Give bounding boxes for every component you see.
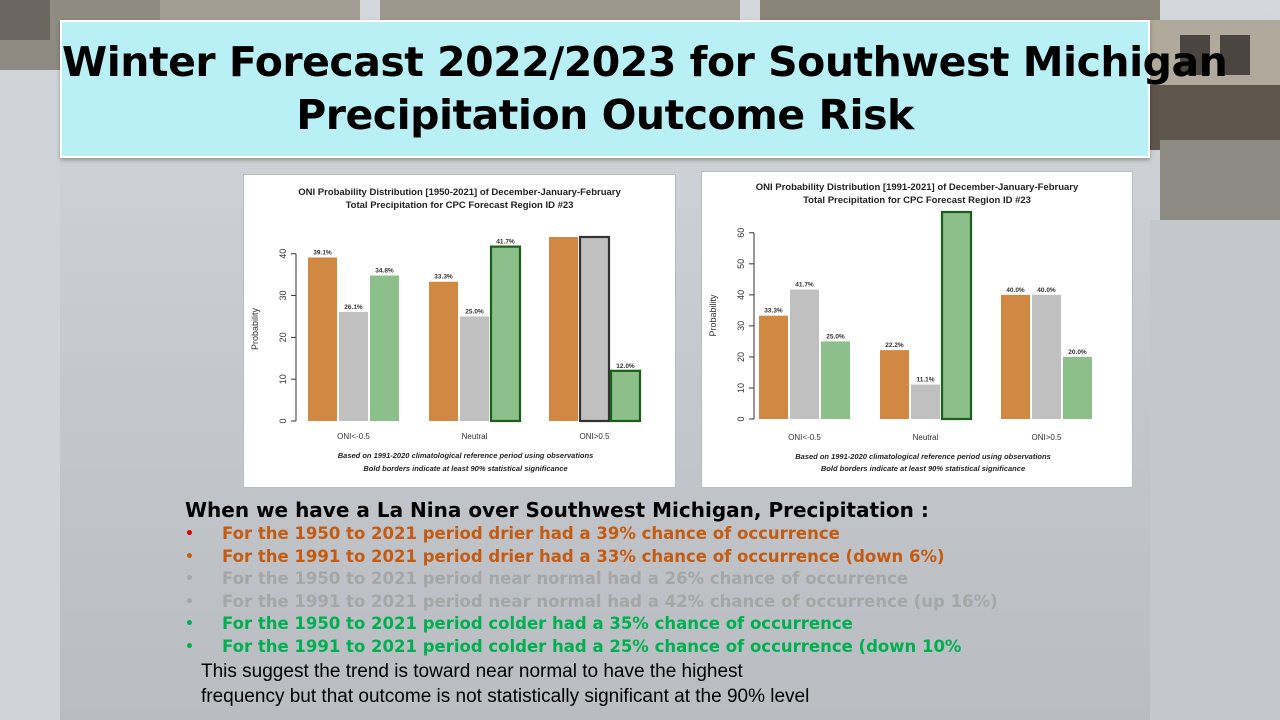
chart-title-line: Total Precipitation for CPC Forecast Reg… xyxy=(803,195,1031,206)
chart-bar xyxy=(549,237,578,421)
chart-bar xyxy=(911,384,940,419)
bullet-item: • For the 1950 to 2021 period near normal… xyxy=(185,568,1245,591)
chart-bar xyxy=(940,210,973,421)
chart-note: Based on 1991-2020 climatological refere… xyxy=(795,452,1051,461)
bullet-text: For the 1950 to 2021 period near normal … xyxy=(222,569,909,589)
analysis-text: When we have a La Nina over Southwest Mi… xyxy=(185,498,1245,709)
y-tick-label: 30 xyxy=(736,321,746,331)
y-axis-label: Probability xyxy=(708,294,718,337)
bullet-item: • For the 1950 to 2021 period colder had … xyxy=(185,613,1245,636)
bullet-dot-icon: • xyxy=(185,616,194,633)
chart-title-line: ONI Probability Distribution [1991-2021]… xyxy=(756,182,1079,193)
chart-bar xyxy=(429,281,458,421)
chart-bar xyxy=(1032,294,1061,419)
bar-value-label: 25.0% xyxy=(826,333,845,340)
bullet-dot-icon: • xyxy=(185,571,194,588)
bar-value-label: 40.0% xyxy=(1006,287,1025,294)
bullet-dot-icon: • xyxy=(185,526,194,542)
bar-value-label: 39.1% xyxy=(313,249,332,256)
x-category-label: Neutral xyxy=(462,432,488,441)
y-tick-label: 40 xyxy=(278,249,288,259)
x-category-label: ONI>0.5 xyxy=(1031,433,1062,442)
chart-bar xyxy=(790,289,819,419)
chart-bar xyxy=(578,235,611,423)
bar-value-label: 25.0% xyxy=(465,308,484,315)
chart-bar xyxy=(609,369,642,423)
bullet-text: For the 1991 to 2021 period near normal … xyxy=(222,591,998,611)
summary-line-1: This suggest the trend is toward near no… xyxy=(201,660,743,682)
chart-bar xyxy=(460,316,489,421)
chart-bar xyxy=(1063,356,1092,419)
title-banner: Winter Forecast 2022/2023 for Southwest … xyxy=(60,20,1228,158)
bar-value-label: 33.3% xyxy=(434,274,453,281)
x-category-label: ONI<-0.5 xyxy=(337,432,370,441)
title-line-1: Winter Forecast 2022/2023 for Southwest … xyxy=(62,38,1228,86)
chart-bar xyxy=(759,315,788,419)
x-category-label: ONI>0.5 xyxy=(579,432,610,441)
bullet-item: • For the 1991 to 2021 period near normal… xyxy=(185,591,1245,614)
y-tick-label: 10 xyxy=(278,374,288,384)
y-tick-label: 50 xyxy=(736,259,746,269)
y-tick-label: 10 xyxy=(736,383,746,393)
bar-value-label: 34.8% xyxy=(375,267,394,274)
bullet-item: • For the 1950 to 2021 period drier had a… xyxy=(185,523,1245,546)
bullet-text: For the 1991 to 2021 period drier had a … xyxy=(222,546,945,566)
bar-value-label: 11.1% xyxy=(916,377,934,384)
analysis-heading: When we have a La Nina over Southwest Mi… xyxy=(185,498,929,522)
chart-note: Based on 1991-2020 climatological refere… xyxy=(338,451,594,460)
chart-title-line: Total Precipitation for CPC Forecast Reg… xyxy=(346,200,574,211)
x-category-label: ONI<-0.5 xyxy=(788,433,821,442)
bar-value-label: 41.7% xyxy=(496,239,515,246)
y-tick-label: 60 xyxy=(736,228,746,238)
y-tick-label: 40 xyxy=(736,290,746,300)
title-line-2: Precipitation Outcome Risk xyxy=(296,91,914,140)
y-axis-label: Probability xyxy=(250,307,260,350)
bar-value-label: 26.1% xyxy=(344,304,363,311)
bullet-dot-icon: • xyxy=(185,638,194,655)
bullet-item: • For the 1991 to 2021 period drier had a… xyxy=(185,546,1245,569)
bullet-text: For the 1950 to 2021 period drier had a … xyxy=(222,524,840,543)
bar-value-label: 40.0% xyxy=(1037,287,1056,294)
bar-value-label: 41.7% xyxy=(795,282,814,289)
bullet-text: For the 1991 to 2021 period colder had a… xyxy=(222,636,962,656)
y-tick-label: 0 xyxy=(278,418,288,423)
chart-bar xyxy=(821,341,850,419)
chart-bar xyxy=(339,311,368,421)
bullet-item: • For the 1991 to 2021 period colder had … xyxy=(185,636,1245,659)
chart-bar xyxy=(370,275,399,421)
bullet-list: • For the 1950 to 2021 period drier had a… xyxy=(185,523,1245,659)
y-tick-label: 20 xyxy=(278,332,288,342)
chart-title-line: ONI Probability Distribution [1950-2021]… xyxy=(298,187,621,198)
chart-bar xyxy=(489,245,522,423)
chart-panel-1950-2021: ONI Probability Distribution [1950-2021]… xyxy=(243,174,676,488)
bar-value-label: 33.3% xyxy=(764,308,783,315)
chart-bar xyxy=(880,350,909,419)
chart-bar xyxy=(1001,294,1030,419)
summary-text: This suggest the trend is toward near no… xyxy=(201,659,1245,709)
chart-1950-2021: ONI Probability Distribution [1950-2021]… xyxy=(250,187,642,473)
chart-bar xyxy=(308,257,337,421)
bar-value-label: 22.2% xyxy=(885,342,904,349)
chart-note: Bold borders indicate at least 90% stati… xyxy=(363,464,567,473)
bullet-dot-icon: • xyxy=(185,593,194,610)
bar-value-label: 12.0% xyxy=(616,363,635,370)
x-category-label: Neutral xyxy=(913,433,939,442)
bullet-dot-icon: • xyxy=(185,548,194,565)
y-tick-label: 0 xyxy=(736,416,746,421)
chart-note: Bold borders indicate at least 90% stati… xyxy=(821,464,1025,473)
bar-value-label: 20.0% xyxy=(1068,349,1087,356)
chart-1991-2021: ONI Probability Distribution [1991-2021]… xyxy=(708,182,1092,473)
y-tick-label: 20 xyxy=(736,352,746,362)
summary-line-2: frequency but that outcome is not statis… xyxy=(201,685,810,707)
y-tick-label: 30 xyxy=(278,291,288,301)
bullet-text: For the 1950 to 2021 period colder had a… xyxy=(222,614,853,634)
chart-panel-1991-2021: ONI Probability Distribution [1991-2021]… xyxy=(701,171,1133,488)
